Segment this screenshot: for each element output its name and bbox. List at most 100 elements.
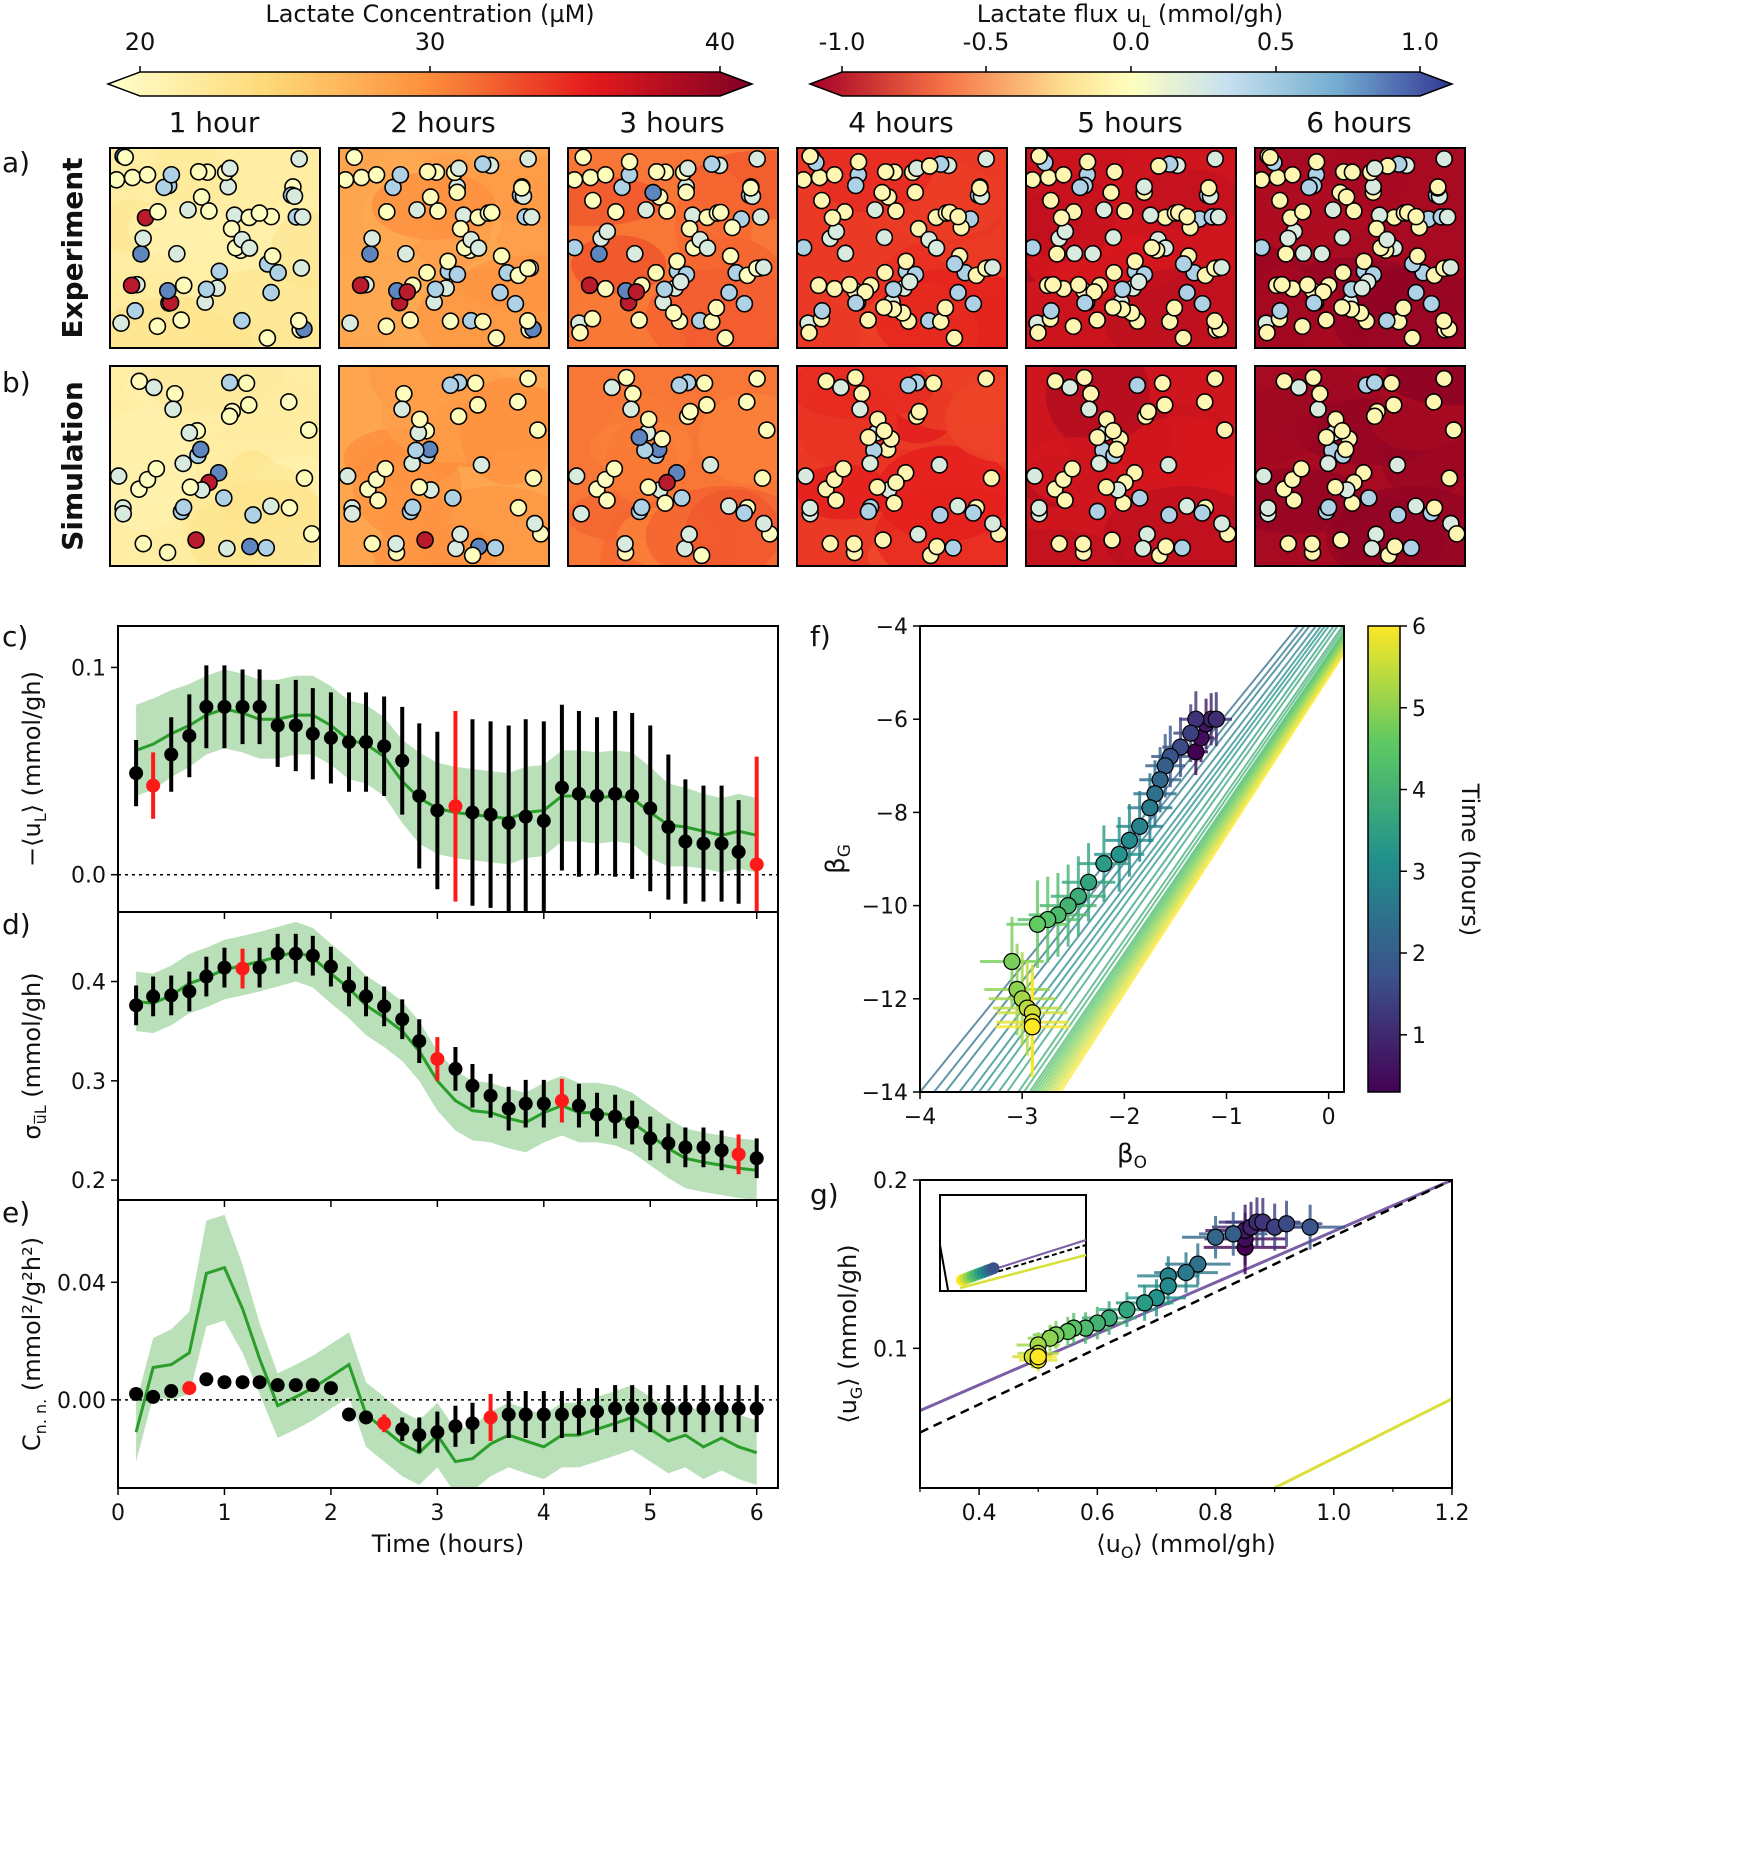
- cell-marker: [748, 150, 766, 168]
- cell-marker: [345, 148, 364, 167]
- y-tick-label: 0.1: [873, 1337, 908, 1362]
- cell-marker: [506, 294, 525, 313]
- cell-marker: [162, 165, 181, 184]
- chart-plot-area: [118, 1214, 778, 1488]
- cell-marker: [1275, 372, 1294, 391]
- snapshot-title: 6 hours: [1306, 106, 1411, 139]
- data-point: [731, 1401, 746, 1416]
- snapshot-frame: [109, 147, 321, 349]
- cell-marker: [528, 421, 547, 439]
- panel-label-c: c): [2, 620, 28, 653]
- cell-marker: [899, 376, 918, 395]
- y-tick-label: −14: [862, 1081, 908, 1106]
- cell-marker: [944, 539, 963, 557]
- cell-marker: [1363, 539, 1381, 558]
- data-point: [305, 726, 320, 741]
- cell-marker: [472, 456, 491, 474]
- cell-marker: [1212, 258, 1231, 277]
- data-point: [749, 1401, 764, 1416]
- data-point: [643, 1401, 658, 1416]
- cell-marker: [126, 301, 144, 320]
- data-point: [217, 960, 232, 975]
- cell-marker: [1080, 400, 1098, 419]
- cell-marker: [508, 393, 527, 411]
- cell-marker: [1283, 165, 1302, 184]
- cell-marker: [847, 294, 865, 312]
- cell-marker: [936, 299, 955, 317]
- data-point: [501, 1407, 516, 1422]
- cell-marker: [181, 478, 200, 496]
- x-axis-label-sub: O: [1134, 1153, 1147, 1173]
- cell-marker: [130, 372, 149, 391]
- cell-marker: [1435, 150, 1453, 168]
- cell-marker: [1026, 238, 1042, 257]
- cell-marker: [1279, 534, 1298, 553]
- cell-marker: [622, 400, 640, 419]
- cell-marker: [200, 202, 218, 220]
- cell-marker: [598, 491, 616, 510]
- data-point: [342, 979, 356, 994]
- cell-marker: [909, 219, 928, 238]
- cell-marker: [123, 168, 142, 187]
- cell-marker: [361, 245, 379, 263]
- cell-marker: [279, 393, 298, 411]
- cell-marker: [656, 494, 675, 513]
- colorbar-flux-tick: 0.5: [1257, 28, 1295, 56]
- cell-marker: [122, 276, 141, 295]
- cell-marker: [1071, 178, 1089, 197]
- snapshot-titles: 1 hour 2 hours 3 hours 4 hours 5 hours 6…: [169, 106, 1412, 139]
- cell-marker: [1160, 506, 1178, 524]
- cell-marker: [1141, 206, 1160, 224]
- simulation-band: [136, 669, 757, 873]
- cell-marker: [1378, 230, 1396, 249]
- cell-marker: [1355, 252, 1373, 271]
- cell-marker: [1157, 537, 1175, 556]
- data-point: [430, 1425, 445, 1440]
- colorbar-flux-tick: -0.5: [963, 28, 1010, 56]
- cell-marker: [1353, 279, 1371, 297]
- cell-marker: [1311, 384, 1329, 403]
- cell-marker: [1255, 238, 1271, 257]
- simulation-band: [136, 921, 757, 1200]
- cell-marker: [1258, 323, 1276, 342]
- cell-marker: [930, 456, 949, 474]
- cell-marker: [1447, 525, 1465, 543]
- cell-marker: [393, 400, 411, 419]
- colorbar-time: 1 2 3 4 5 6 Time (hours): [1367, 615, 1484, 1093]
- cell-marker: [607, 203, 625, 221]
- cell-marker: [668, 252, 686, 271]
- cell-marker: [1389, 506, 1407, 524]
- cell-marker: [292, 259, 311, 277]
- cell-marker: [341, 314, 359, 332]
- x-tick-label: 0.8: [1198, 1501, 1233, 1526]
- x-tick-label: −1: [1210, 1105, 1242, 1130]
- snapshot-title: 1 hour: [169, 106, 260, 139]
- data-point: [1301, 1218, 1319, 1236]
- y-axis-label-unit: (mmol/gh): [18, 972, 46, 1105]
- data-point: [554, 1407, 569, 1422]
- cell-marker: [1360, 489, 1378, 507]
- colorbar-concentration-tick: 20: [125, 28, 156, 56]
- snapshot-panel: [1026, 148, 1236, 348]
- cell-marker: [620, 153, 639, 171]
- cell-marker: [866, 201, 884, 219]
- cell-marker: [429, 202, 447, 220]
- model-curve: [958, 626, 1317, 1092]
- model-curve: [1039, 637, 1344, 1092]
- cell-marker: [1314, 283, 1333, 301]
- x-tick-label: 1: [217, 1501, 231, 1526]
- cell-marker: [928, 537, 946, 556]
- cell-marker: [1078, 153, 1097, 171]
- data-point: [518, 809, 533, 824]
- data-point: [395, 753, 410, 768]
- data-point: [590, 1107, 605, 1122]
- y-axis-label-unit: ⟩ (mmol/gh): [834, 1244, 862, 1386]
- x-tick-label: 0.6: [1080, 1501, 1115, 1526]
- cell-marker: [1334, 263, 1352, 282]
- cell-marker: [158, 543, 177, 562]
- y-tick-label: 0.2: [71, 1169, 106, 1194]
- concentration-blob: [416, 486, 549, 566]
- data-point: [1159, 1277, 1177, 1295]
- cell-marker: [145, 378, 163, 397]
